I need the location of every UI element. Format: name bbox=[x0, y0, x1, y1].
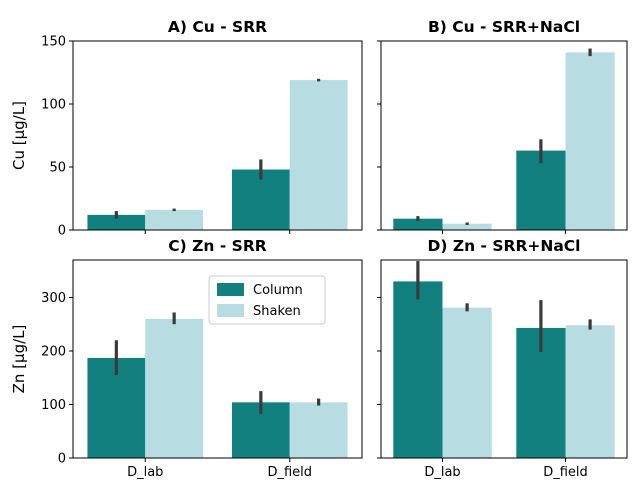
panel-2-axes-frame bbox=[380, 40, 628, 231]
legend-swatch-shaken bbox=[217, 304, 244, 317]
panel-4-bar-column-d_lab bbox=[393, 281, 443, 458]
panel-2-bar-shaken-d_lab bbox=[442, 223, 492, 230]
panel-1-bar-shaken-d_lab bbox=[145, 209, 204, 230]
panel-4-bar-shaken-d_field bbox=[565, 325, 615, 458]
panel-3-ylabel: Zn [µg/L] bbox=[10, 325, 28, 394]
panel-2-bar-column-d_field bbox=[516, 150, 566, 230]
panel-4-xtick-label-d_lab: D_lab bbox=[424, 465, 460, 480]
panel-1-ytick-label-50: 50 bbox=[49, 161, 66, 176]
panel-3-title: C) Zn - SRR bbox=[168, 237, 266, 255]
panel-3-ytick-label-0: 0 bbox=[58, 452, 66, 467]
panel-3-ytick-label-300: 300 bbox=[41, 291, 66, 306]
panel-2-bar-column-d_lab bbox=[393, 218, 443, 230]
panel-4-bar-shaken-d_lab bbox=[442, 307, 492, 458]
panel-3-xtick-label-d_field: D_field bbox=[267, 465, 312, 480]
legend-label-shaken: Shaken bbox=[253, 304, 301, 319]
panel-1-ytick-label-150: 150 bbox=[41, 35, 66, 50]
panel-4-title: D) Zn - SRR+NaCl bbox=[428, 237, 581, 255]
panel-4-xtick-label-d_field: D_field bbox=[543, 465, 588, 480]
panel-3-bar-shaken-d_lab bbox=[145, 318, 204, 458]
panel-3-bar-shaken-d_field bbox=[289, 402, 348, 458]
panel-1-axes-frame bbox=[72, 40, 363, 231]
panel-2-title: B) Cu - SRR+NaCl bbox=[428, 18, 580, 36]
panel-1-ytick-label-0: 0 bbox=[58, 224, 66, 239]
legend-swatch-column bbox=[217, 283, 244, 296]
panel-3-ytick-label-100: 100 bbox=[41, 398, 66, 413]
panel-1-title: A) Cu - SRR bbox=[168, 18, 267, 36]
panel-2-bar-shaken-d_field bbox=[565, 52, 615, 231]
panel-1-ylabel: Cu [µg/L] bbox=[10, 101, 28, 170]
panel-3-ytick-label-200: 200 bbox=[41, 344, 66, 359]
panel-1-bar-column-d_lab bbox=[87, 214, 146, 230]
panel-3-axes-frame bbox=[72, 259, 363, 459]
panel-4-axes-frame bbox=[380, 259, 628, 459]
legend-label-column: Column bbox=[253, 283, 303, 298]
panel-1-bar-shaken-d_field bbox=[289, 80, 348, 230]
panel-3-xtick-label-d_lab: D_lab bbox=[127, 465, 163, 480]
panel-1-ytick-label-100: 100 bbox=[41, 98, 66, 113]
